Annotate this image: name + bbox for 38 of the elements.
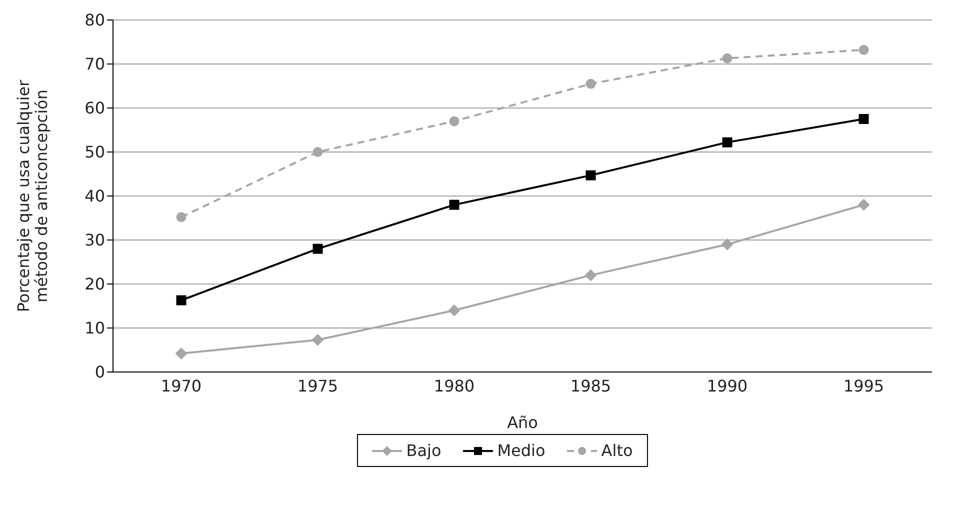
point [448, 304, 460, 316]
point [312, 147, 323, 157]
x-axis-title: Año [507, 413, 538, 432]
y-tick-label: 20 [84, 274, 105, 294]
point [584, 269, 597, 282]
point [586, 78, 596, 89]
y-tick-label: 80 [84, 10, 105, 30]
point [858, 114, 869, 124]
legend-label: Bajo [405, 441, 442, 460]
point [721, 238, 734, 250]
point [858, 198, 870, 211]
y-tick-label: 10 [84, 318, 105, 338]
point [175, 348, 188, 360]
x-tick-label: 1980 [434, 376, 475, 396]
x-tick-label: 1975 [297, 376, 338, 396]
legend-label: Alto [600, 441, 633, 460]
y-tick-label: 40 [84, 186, 105, 206]
y-tick-label: 50 [84, 142, 105, 162]
y-tick-label: 0 [94, 362, 105, 382]
x-tick-label: 1990 [706, 376, 748, 396]
point [449, 116, 460, 126]
y-axis-title: Porcentaje que usa cualquier método de anticoncepción [14, 79, 51, 312]
x-tick-label: 1970 [160, 376, 202, 396]
point [176, 295, 186, 306]
point [312, 244, 323, 254]
x-tick-label: 1985 [570, 376, 612, 396]
point [449, 200, 460, 210]
point [858, 44, 869, 55]
y-tick-label: 70 [84, 54, 105, 74]
point [586, 170, 596, 180]
x-tick-label: 1995 [843, 376, 884, 396]
point [722, 53, 732, 64]
legend-label: Medio [496, 441, 546, 460]
y-tick-label: 30 [84, 230, 105, 250]
point [312, 334, 324, 346]
point [176, 212, 186, 222]
point [722, 137, 732, 148]
y-tick-label: 60 [84, 98, 105, 118]
